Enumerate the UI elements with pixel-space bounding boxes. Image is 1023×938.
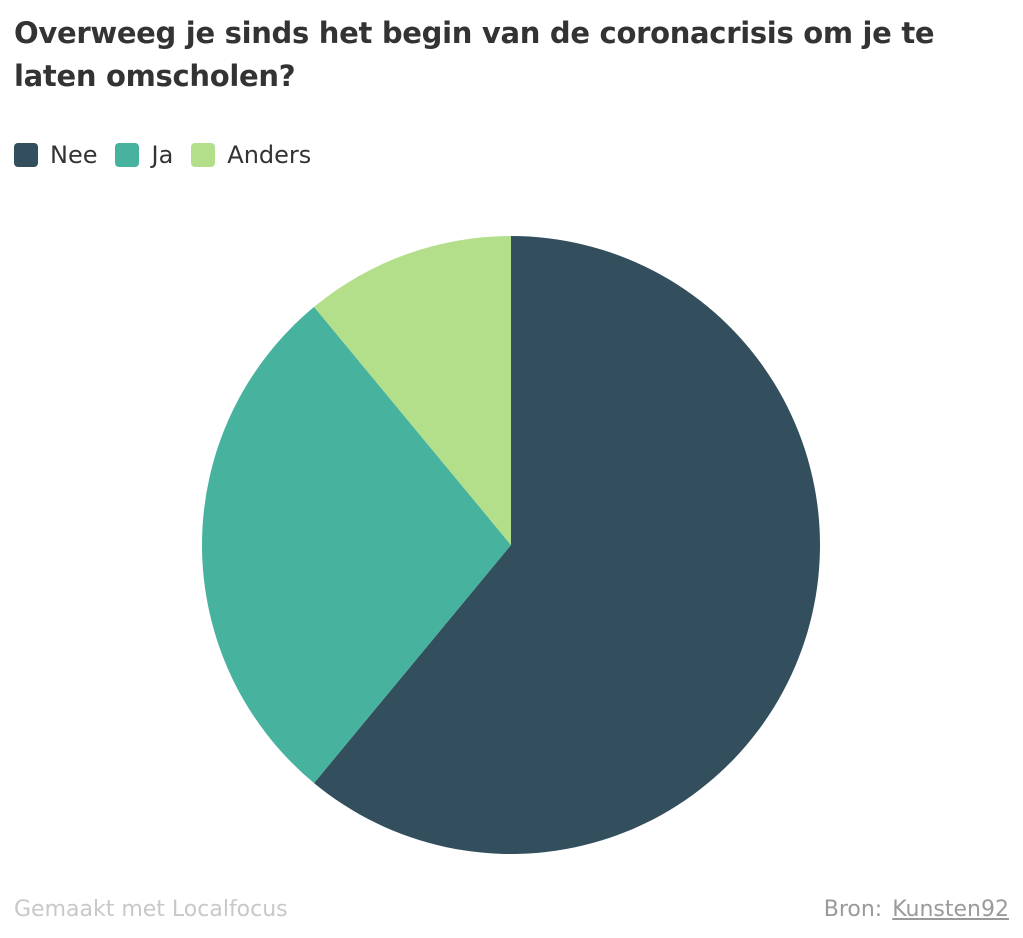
pie-slice-anders[interactable] [314,236,511,545]
source-label: Bron: [823,897,883,922]
legend-swatch-nee [14,143,38,167]
legend-label-ja: Ja [151,141,174,169]
legend-item-ja[interactable]: Ja [115,141,173,169]
source-link[interactable]: Kunsten92 [892,897,1009,922]
legend-item-anders[interactable]: Anders [191,141,311,169]
legend-swatch-ja [115,143,140,167]
chart-title: Overweeg je sinds het begin van de coron… [14,16,935,93]
pie-slice-ja[interactable] [201,306,511,784]
legend-label-anders: Anders [227,141,312,169]
legend-label-nee: Nee [50,141,98,169]
legend: Nee Ja Anders [14,141,329,169]
legend-item-nee[interactable]: Nee [14,141,97,169]
made-with-credit: Gemaakt met Localfocus [14,897,288,922]
legend-swatch-anders [191,143,216,167]
source-credit: Bron: Kunsten92 [824,897,1009,922]
pie-slice-nee[interactable] [314,236,820,855]
